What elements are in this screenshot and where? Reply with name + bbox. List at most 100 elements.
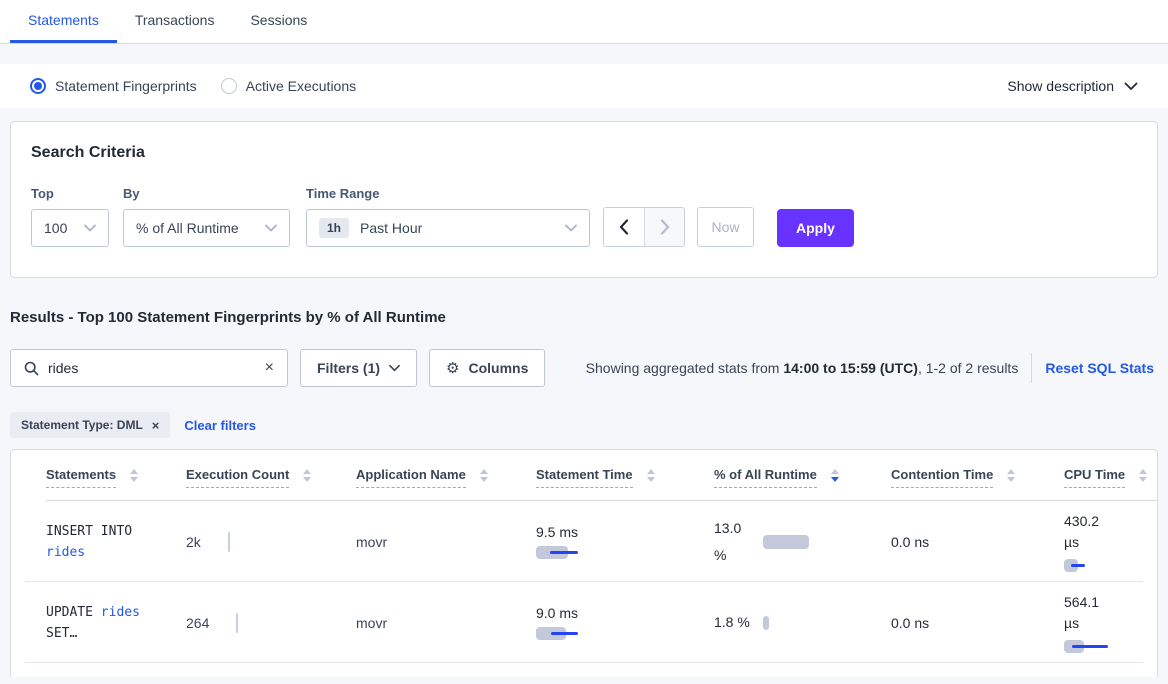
latency-bar-blue: [550, 551, 578, 554]
results-heading: Results - Top 100 Statement Fingerprints…: [10, 309, 446, 326]
tab-sessions[interactable]: Sessions: [250, 12, 308, 28]
vertical-divider: [1031, 353, 1033, 383]
sort-icon[interactable]: [646, 469, 655, 482]
by-select-value: % of All Runtime: [136, 220, 239, 236]
column-header-statements: Statements: [46, 467, 186, 488]
table-header-row: Statements Execution Count Application N…: [46, 450, 1157, 501]
top-select[interactable]: 100: [31, 209, 109, 247]
statement-text: UPDATE: [46, 604, 101, 620]
by-select[interactable]: % of All Runtime: [123, 209, 290, 247]
column-header-application-name: Application Name: [356, 467, 536, 488]
top-field: Top 100: [31, 186, 109, 247]
latency-bar-blue: [551, 632, 578, 635]
show-description-toggle[interactable]: Show description: [1007, 78, 1138, 94]
column-header-label[interactable]: Execution Count: [186, 467, 290, 488]
column-header-label[interactable]: Statements: [46, 467, 117, 488]
now-button[interactable]: Now: [697, 207, 754, 247]
results-toolbar: × Filters (1) ⚙︎ Columns Showing aggrega…: [10, 349, 1158, 387]
active-filters-row: Statement Type: DML × Clear filters: [10, 412, 1158, 438]
table-row[interactable]: INSERT INTO rides 2k movr 9.5 ms 13.0 % …: [25, 501, 1157, 582]
reset-sql-stats-link[interactable]: Reset SQL Stats: [1045, 360, 1154, 376]
showing-time-range: 14:00 to 15:59 (UTC): [783, 360, 918, 376]
execution-count-value: 2k: [186, 533, 201, 550]
clear-search-icon[interactable]: ×: [264, 359, 274, 376]
radio-unselected-icon: [220, 78, 237, 94]
sort-icon[interactable]: [1007, 469, 1016, 482]
chevron-down-icon: [389, 364, 400, 372]
time-range-select[interactable]: 1h Past Hour: [306, 209, 590, 247]
apply-button[interactable]: Apply: [777, 209, 854, 247]
execution-count-cell: 264: [186, 612, 356, 633]
pct-runtime-bar: [763, 534, 809, 549]
statement-text: SET…: [46, 625, 78, 641]
pct-runtime-cell: 13.0 %: [714, 515, 891, 568]
tab-transactions[interactable]: Transactions: [134, 12, 215, 28]
column-header-label[interactable]: CPU Time: [1064, 467, 1126, 488]
tab-statements[interactable]: Statements: [10, 0, 117, 43]
statement-link[interactable]: rides: [100, 604, 140, 620]
top-label: Top: [31, 186, 54, 201]
top-tab-bar: Statements Transactions Sessions: [0, 0, 1168, 44]
latency-bar-blue: [1072, 645, 1108, 648]
columns-button[interactable]: ⚙︎ Columns: [429, 349, 546, 387]
sort-icon[interactable]: [1139, 469, 1148, 482]
chevron-down-icon: [1124, 82, 1138, 90]
radio-selected-icon: [30, 78, 46, 94]
execution-count-bar: [227, 531, 230, 552]
cpu-time-value: 564.1 µs: [1064, 594, 1100, 631]
column-header-cpu-time: CPU Time: [1064, 467, 1157, 488]
search-criteria-title: Search Criteria: [31, 144, 145, 161]
radio-statement-fingerprints[interactable]: Statement Fingerprints: [30, 78, 197, 94]
gear-icon: ⚙︎: [446, 359, 460, 377]
sort-icon[interactable]: [130, 469, 139, 482]
column-header-statement-time: Statement Time: [536, 467, 714, 488]
time-range-badge: 1h: [319, 218, 350, 238]
column-header-contention-time: Contention Time: [891, 467, 1064, 488]
cpu-time-cell: 564.1 µs: [1064, 592, 1157, 653]
column-header-label[interactable]: Statement Time: [536, 467, 633, 488]
chevron-left-icon: [619, 219, 629, 235]
time-nav-group: [603, 207, 685, 247]
filter-pill-label: Statement Type: DML: [21, 418, 143, 432]
pct-runtime-value: 1.8 %: [714, 614, 750, 631]
cpu-time-bar: [1064, 640, 1126, 653]
show-description-label: Show description: [1007, 78, 1114, 94]
cpu-time-value: 430.2 µs: [1064, 513, 1100, 550]
view-toggle-bar: Statement Fingerprints Active Executions…: [0, 64, 1168, 108]
filter-pill-statement-type[interactable]: Statement Type: DML ×: [10, 412, 171, 438]
radio-active-executions[interactable]: Active Executions: [220, 78, 356, 94]
next-time-button[interactable]: [644, 208, 684, 246]
table-row[interactable]: UPDATE rides SET… 264 movr 9.0 ms 1.8 % …: [25, 582, 1157, 663]
contention-time-cell: 0.0 ns: [891, 614, 930, 631]
statement-cell: UPDATE rides SET…: [46, 602, 158, 644]
time-range-label: Time Range: [306, 186, 380, 201]
statements-search-input[interactable]: [48, 360, 265, 376]
column-header-label[interactable]: Contention Time: [891, 467, 994, 488]
clear-filters-link[interactable]: Clear filters: [184, 417, 256, 433]
filters-button[interactable]: Filters (1): [300, 349, 418, 387]
chevron-down-icon: [84, 224, 96, 232]
statements-table-panel: Statements Execution Count Application N…: [10, 449, 1158, 677]
sort-icon[interactable]: [303, 469, 312, 482]
previous-time-button[interactable]: [604, 208, 644, 246]
statement-link[interactable]: rides: [46, 544, 86, 560]
execution-count-cell: 2k: [186, 531, 356, 552]
showing-suffix: , 1-2 of 2 results: [917, 360, 1019, 376]
statement-time-value: 9.5 ms: [536, 524, 579, 540]
sort-icon-active-desc[interactable]: [830, 469, 839, 482]
application-name-cell: movr: [356, 533, 388, 550]
sort-icon[interactable]: [479, 469, 488, 482]
search-icon: [24, 361, 39, 375]
column-header-label[interactable]: Application Name: [356, 467, 466, 488]
statements-search-box[interactable]: ×: [10, 349, 288, 387]
columns-button-label: Columns: [468, 360, 529, 376]
remove-filter-icon[interactable]: ×: [151, 417, 160, 433]
execution-count-value: 264: [186, 614, 210, 631]
statement-time-value: 9.0 ms: [536, 605, 579, 621]
time-range-current: 1h Past Hour: [319, 218, 422, 238]
latency-bar-blue: [1071, 564, 1085, 567]
search-criteria-panel: Search Criteria Top 100 By % of All Runt…: [10, 121, 1158, 278]
pct-runtime-bar: [763, 615, 769, 630]
column-header-label[interactable]: % of All Runtime: [714, 467, 817, 488]
chevron-down-icon: [565, 224, 577, 232]
